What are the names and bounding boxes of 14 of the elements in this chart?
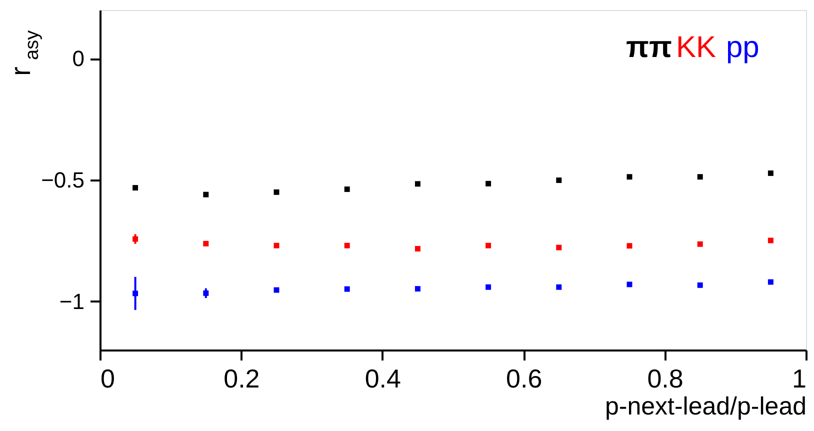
text: ππ <box>626 31 672 64</box>
x-tick-label: 0.2 <box>224 364 260 394</box>
text: KK <box>676 31 716 64</box>
y-tick-label: −0.5 <box>41 168 84 192</box>
y-axis-title: rasy <box>5 30 43 76</box>
y-tick-label: 0 <box>72 46 84 72</box>
x-tick-label: 0.8 <box>647 364 684 394</box>
x-tick-label: 0 <box>100 364 115 394</box>
x-tick-label: 0.4 <box>364 364 401 394</box>
text: pp <box>726 31 760 64</box>
x-tick-label: 1 <box>792 364 806 394</box>
x-tick-label: 0.6 <box>506 364 542 394</box>
y-tick-label: −1 <box>59 288 84 314</box>
x-axis-title: p-next-lead/p-lead <box>604 392 806 420</box>
